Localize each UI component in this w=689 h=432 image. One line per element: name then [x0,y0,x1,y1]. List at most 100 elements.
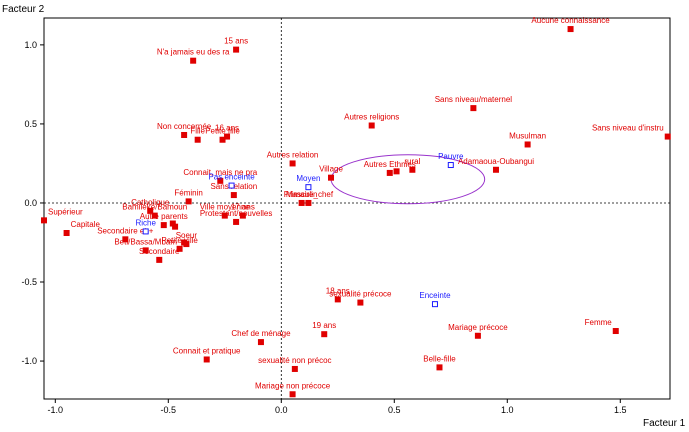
active-point [151,212,158,219]
point-label: Petite ville [161,236,198,245]
x-axis-title: Facteur 1 [643,418,686,429]
point-label: Ville moyenne [200,203,251,212]
active-point [194,136,201,143]
active-point [386,169,393,176]
active-point [190,57,197,64]
active-point [156,256,163,263]
y-axis-ticks: -1.0 -0.5 0.0 0.5 1.0 [21,40,44,366]
point-label: Non concernée [157,122,212,131]
y-tick-label: 1.0 [24,40,37,50]
point-label: Riche [135,218,156,227]
y-tick-label: -0.5 [21,277,37,287]
y-tick-label: 0.0 [24,198,37,208]
active-point [409,166,416,173]
point-label: Capitale [71,220,101,229]
point-label: Belle-fille [423,354,456,363]
point-label: Mariage non précoce [255,381,331,390]
active-point [203,356,210,363]
active-point [612,328,619,335]
active-point [230,192,237,199]
y-tick-label: -1.0 [21,356,37,366]
active-point [289,160,296,167]
point-label: Supérieur [48,207,83,216]
x-axis-ticks: -1.0 -0.5 0.0 0.5 1.0 1.5 [48,399,627,415]
active-point [122,236,129,243]
point-label: Autre parents [140,212,188,221]
point-label: Pas enceinte [208,173,255,182]
active-point [63,230,70,237]
supplementary-point [142,228,149,235]
active-point [470,105,477,112]
active-point [436,364,443,371]
active-point [393,168,400,175]
point-label: 17 ans [231,203,255,212]
point-label: Fille [190,127,205,136]
point-label: Femme [585,318,613,327]
supplementary-point [305,184,312,191]
point-label: 16 ans [215,124,239,133]
active-point [181,239,188,246]
point-label: Petite fille [205,127,240,136]
x-tick-label: -0.5 [161,405,177,415]
supplementary-point [431,301,438,308]
point-label: Aucune connaissance [531,16,610,25]
point-label: Moyen [296,174,320,183]
point-label: Autres relation [267,150,319,159]
x-tick-label: 0.0 [275,405,288,415]
active-point [239,212,246,219]
point-label: Chef de ménage [231,329,291,338]
active-point [172,223,179,230]
active-point [233,46,240,53]
point-label: Mariage précoce [448,323,508,332]
active-point [291,365,298,372]
active-point [142,247,149,254]
x-tick-label: 0.5 [388,405,401,415]
point-label: Connait, mais ne pra [183,168,257,177]
active-point [357,299,364,306]
active-point [567,26,574,33]
active-point [334,296,341,303]
point-label: N'a jamais eu des ra [157,48,230,57]
point-label: Catholique [131,198,170,207]
active-point [474,332,481,339]
point-label: Secondaire [139,247,180,256]
point-label: Sans niveau/maternel [435,95,513,104]
point-label: sexualité précoce [329,290,392,299]
point-label: Soeur [176,231,198,240]
point-label: 19 ans [312,321,336,330]
point-label: Protestant/nouvelles [200,209,273,218]
active-point [664,133,671,140]
point-label: Bamiléké/Bamoun [122,203,187,212]
point-label: Féminin [174,188,202,197]
point-label: Sans niveau d'instru [592,124,664,133]
point-label: Autres Ethnies [364,160,416,169]
active-point [147,207,154,214]
active-point [160,222,167,229]
point-label: 18 ans [326,286,350,295]
point-label: Pauvre [438,152,464,161]
active-point [305,199,312,206]
active-point [233,218,240,225]
point-label: rural [404,157,420,166]
active-point [181,131,188,138]
point-label: Primaire_chef [284,190,334,199]
active-point [321,331,328,338]
active-point [41,217,47,224]
point-label: Enceinte [419,291,451,300]
active-point [217,177,224,184]
point-label: Adamaoua-Oubangui [458,157,534,166]
active-point [219,136,226,143]
x-tick-label: 1.0 [501,405,514,415]
active-point [328,174,335,181]
active-point [257,339,264,346]
point-label: Musulman [509,131,546,140]
point-label: Village [319,165,343,174]
x-tick-label: -1.0 [48,405,64,415]
active-point [298,199,305,206]
y-axis-title: Facteur 2 [2,4,45,15]
active-point [368,122,375,129]
active-point [224,133,231,140]
data-points: Aucune connaissance 15 ans N'a jamais eu d… [41,16,671,398]
active-point [221,212,228,219]
